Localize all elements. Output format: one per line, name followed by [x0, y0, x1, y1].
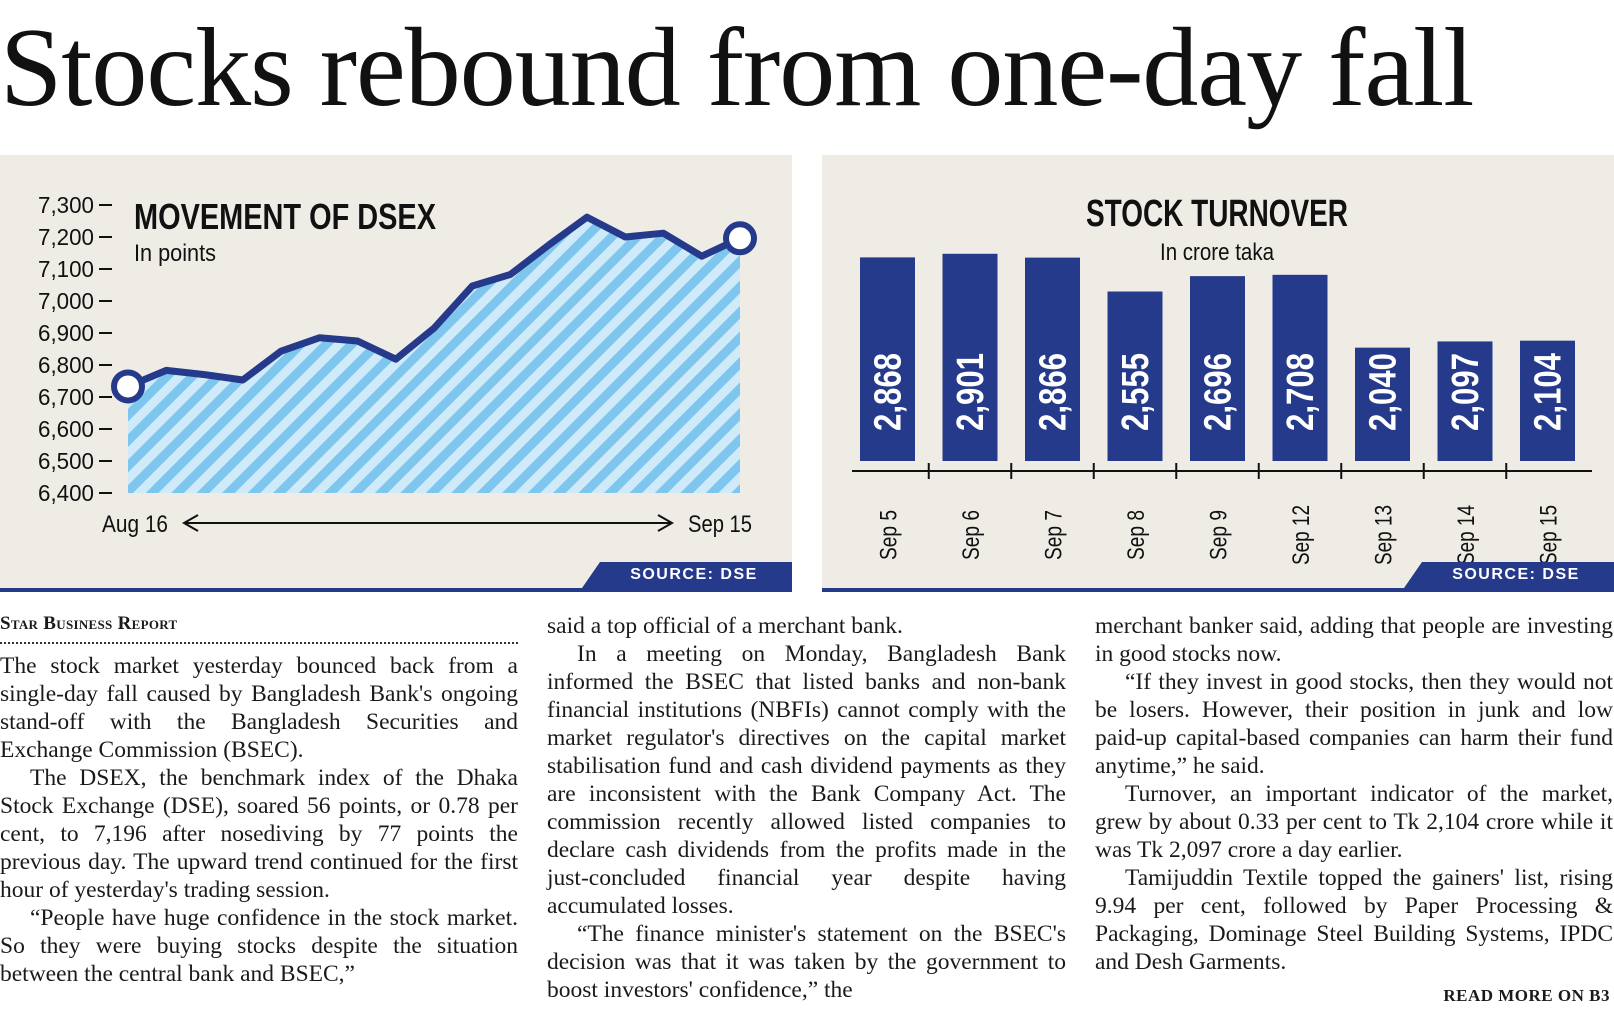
turnover-bar: [1437, 341, 1493, 461]
article-column-3: merchant banker said, adding that people…: [1095, 612, 1613, 976]
paragraph: Turnover, an important indicator of the …: [1095, 781, 1613, 863]
y-tick-label: 6,900: [38, 320, 94, 346]
y-tick-label: 6,700: [38, 384, 94, 410]
bar-value-label: 2,555: [1115, 353, 1157, 431]
dsex-chart-panel: MOVEMENT OF DSEX In points 7,300 7,200 7,1…: [0, 155, 792, 592]
turnover-bar: [1272, 274, 1328, 461]
turnover-chart: STOCK TURNOVER In crore taka 2,868 2,901 2…: [852, 193, 1592, 565]
byline: Star Business Report: [0, 612, 518, 644]
bar-value-label: 2,901: [950, 353, 992, 431]
dsex-start-marker: [111, 369, 145, 404]
paragraph: merchant banker said, adding that people…: [1095, 613, 1613, 667]
x-category-label: Sep 12: [1288, 505, 1315, 565]
headline: Stocks rebound from one-day fall: [0, 6, 1474, 130]
paragraph: “The finance minister's statement on the…: [547, 921, 1066, 1003]
turnover-chart-subtitle: In crore taka: [1160, 239, 1275, 266]
x-category-label: Sep 14: [1453, 505, 1480, 565]
y-tick-label: 6,400: [38, 480, 94, 506]
turnover-bar: [1190, 276, 1245, 461]
paragraph: “If they invest in good stocks, then the…: [1095, 669, 1613, 779]
y-tick-label: 7,100: [38, 256, 94, 282]
y-tick-label: 7,300: [38, 192, 94, 218]
source-tag: SOURCE: DSE: [1404, 562, 1614, 588]
turnover-bar: [860, 257, 915, 461]
paragraph: “People have huge confidence in the stoc…: [0, 905, 518, 987]
bar-value-label: 2,868: [868, 353, 910, 431]
turnover-bar: [1107, 291, 1163, 461]
x-start-label: Aug 16: [102, 511, 168, 538]
y-tick-label: 6,500: [38, 448, 94, 474]
article-column-1: Star Business Report The stock market ye…: [0, 612, 518, 988]
x-category-label: Sep 7: [1041, 510, 1068, 560]
bar-value-label: 2,696: [1198, 353, 1240, 431]
bar-value-label: 2,097: [1445, 353, 1487, 431]
paragraph: The stock market yesterday bounced back …: [0, 653, 518, 763]
x-category-label: Sep 9: [1206, 510, 1233, 560]
paragraph: The DSEX, the benchmark index of the Dha…: [0, 765, 518, 903]
paragraph: said a top official of a merchant bank.: [547, 613, 903, 639]
turnover-chart-panel: STOCK TURNOVER In crore taka 2,868 2,901 2…: [822, 155, 1614, 592]
x-category-label: Sep 6: [958, 510, 985, 560]
turnover-bar: [1520, 340, 1575, 461]
x-category-label: Sep 15: [1536, 505, 1563, 565]
source-tag: SOURCE: DSE: [582, 562, 792, 588]
y-tick-label: 7,000: [38, 288, 94, 314]
arrow-left-head: [181, 514, 199, 532]
x-category-label: Sep 8: [1123, 510, 1150, 560]
bar-value-label: 2,040: [1363, 353, 1405, 431]
bar-value-label: 2,866: [1033, 353, 1075, 431]
paragraph: Tamijuddin Textile topped the gainers' l…: [1095, 865, 1613, 975]
dsex-chart-title: MOVEMENT OF DSEX: [134, 196, 436, 237]
x-category-label: Sep 13: [1371, 505, 1398, 565]
y-tick-label: 7,200: [38, 224, 94, 250]
turnover-bar: [1025, 257, 1080, 461]
dsex-chart: MOVEMENT OF DSEX In points 7,300 7,200 7,1…: [38, 192, 757, 538]
bar-value-label: 2,708: [1280, 353, 1322, 431]
turnover-chart-title: STOCK TURNOVER: [1086, 193, 1348, 235]
article-column-2: said a top official of a merchant bank. …: [547, 612, 1066, 1004]
bar-value-label: 2,104: [1528, 353, 1570, 431]
paragraph: In a meeting on Monday, Bangladesh Bank …: [547, 641, 1066, 919]
turnover-bar: [942, 253, 998, 461]
x-end-label: Sep 15: [688, 511, 752, 538]
dsex-end-marker: [723, 221, 757, 256]
x-category-label: Sep 5: [876, 510, 903, 560]
y-tick-label: 6,600: [38, 416, 94, 442]
read-more-link[interactable]: READ MORE ON B3: [1443, 986, 1610, 1005]
arrow-right-head: [657, 514, 675, 532]
dsex-line: [124, 213, 744, 390]
y-tick-label: 6,800: [38, 352, 94, 378]
dsex-area-fill: [128, 217, 740, 493]
turnover-bar: [1355, 347, 1410, 461]
dsex-chart-subtitle: In points: [134, 240, 216, 267]
